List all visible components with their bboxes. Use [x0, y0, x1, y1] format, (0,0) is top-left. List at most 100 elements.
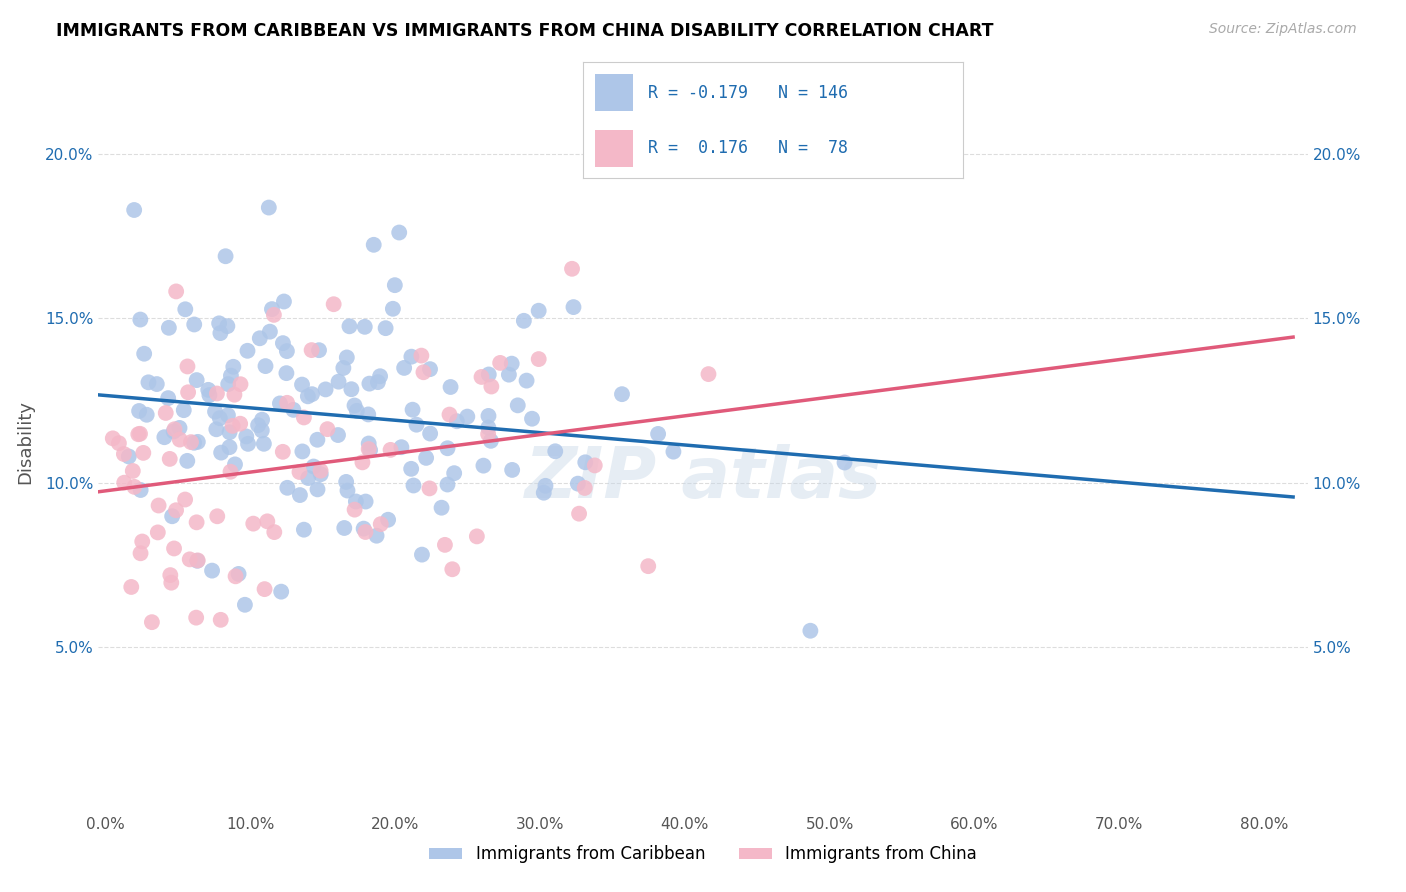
Point	[169, 421, 191, 435]
Point	[146, 377, 169, 392]
Text: R = -0.179   N = 146: R = -0.179 N = 146	[648, 84, 848, 102]
Point	[561, 261, 583, 276]
Point	[439, 380, 461, 394]
Point	[433, 538, 456, 552]
Point	[276, 396, 298, 410]
Point	[259, 325, 281, 339]
Point	[353, 522, 375, 536]
Point	[307, 433, 329, 447]
Point	[127, 427, 149, 442]
Point	[479, 379, 502, 393]
Point	[415, 450, 437, 465]
Point	[225, 569, 247, 583]
Point	[377, 513, 399, 527]
Point	[301, 343, 323, 357]
Point	[219, 465, 242, 479]
Point	[224, 458, 246, 472]
Point	[222, 359, 245, 374]
Point	[112, 475, 135, 490]
Point	[163, 422, 186, 436]
Point	[381, 301, 404, 316]
Point	[269, 396, 291, 410]
FancyBboxPatch shape	[595, 129, 633, 167]
Point	[516, 374, 538, 388]
Point	[419, 362, 441, 376]
Point	[501, 463, 523, 477]
Point	[489, 356, 512, 370]
Point	[478, 368, 501, 382]
Point	[562, 300, 585, 314]
Point	[315, 383, 337, 397]
Point	[567, 476, 589, 491]
Point	[367, 375, 389, 389]
Point	[354, 524, 377, 539]
Point	[533, 485, 555, 500]
Point	[610, 387, 633, 401]
Point	[637, 559, 659, 574]
Point	[333, 521, 356, 535]
Point	[647, 426, 669, 441]
Point	[174, 492, 197, 507]
Point	[250, 424, 273, 438]
Legend: Immigrants from Caribbean, Immigrants from China: Immigrants from Caribbean, Immigrants fr…	[422, 838, 984, 870]
Point	[177, 385, 200, 400]
Point	[456, 409, 478, 424]
Point	[436, 442, 458, 456]
Point	[292, 523, 315, 537]
Point	[263, 525, 285, 540]
Point	[335, 475, 357, 489]
Point	[443, 466, 465, 480]
Point	[411, 349, 433, 363]
Point	[271, 445, 294, 459]
Text: Source: ZipAtlas.com: Source: ZipAtlas.com	[1209, 22, 1357, 37]
Point	[254, 359, 277, 373]
Point	[291, 444, 314, 458]
Point	[249, 331, 271, 345]
Point	[271, 336, 294, 351]
Point	[180, 435, 202, 450]
Point	[148, 499, 170, 513]
Point	[273, 294, 295, 309]
Point	[160, 575, 183, 590]
Point	[209, 445, 232, 459]
Point	[343, 399, 366, 413]
Point	[260, 302, 283, 317]
Point	[209, 613, 232, 627]
Point	[183, 435, 205, 450]
Point	[498, 368, 520, 382]
Point	[179, 552, 201, 566]
Point	[405, 417, 427, 432]
Point	[470, 370, 492, 384]
Point	[288, 488, 311, 502]
Point	[436, 477, 458, 491]
Point	[187, 434, 209, 449]
Point	[357, 442, 380, 456]
Point	[247, 418, 270, 433]
Point	[357, 436, 380, 450]
Point	[326, 428, 349, 442]
Point	[256, 514, 278, 528]
Point	[283, 402, 305, 417]
Point	[217, 377, 239, 392]
Point	[121, 464, 143, 478]
Point	[441, 562, 464, 576]
Point	[544, 444, 567, 458]
Point	[112, 447, 135, 461]
Point	[129, 546, 152, 560]
Point	[513, 314, 536, 328]
Point	[339, 319, 361, 334]
Point	[418, 482, 440, 496]
Point	[187, 553, 209, 567]
Point	[253, 437, 276, 451]
Point	[291, 377, 314, 392]
Point	[183, 318, 205, 332]
Point	[297, 389, 319, 403]
Point	[276, 366, 298, 380]
Point	[336, 351, 359, 365]
Point	[301, 387, 323, 401]
Point	[197, 383, 219, 397]
Point	[219, 368, 242, 383]
Point	[157, 391, 180, 405]
Point	[439, 408, 461, 422]
Point	[153, 430, 176, 444]
